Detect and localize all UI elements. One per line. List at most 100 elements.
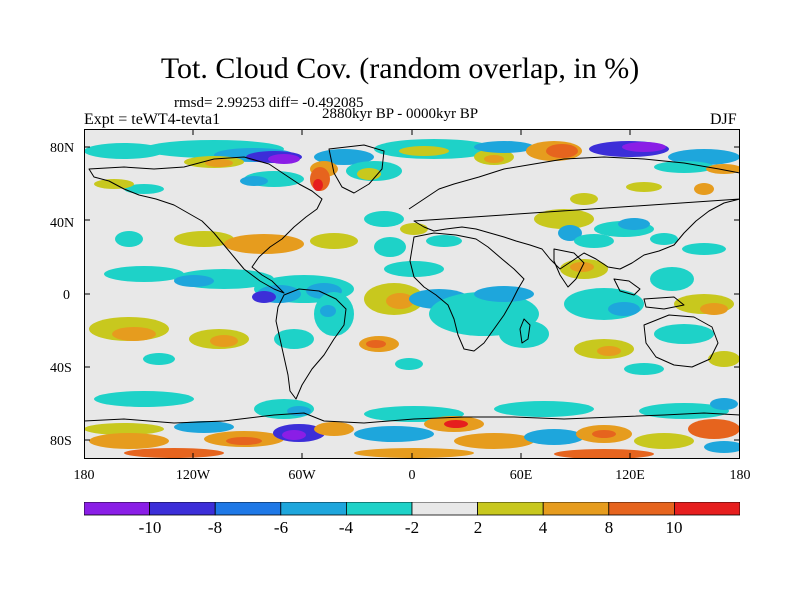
lat-label-40n: 40N <box>50 216 75 231</box>
anomaly-region <box>313 179 323 191</box>
anomaly-region <box>205 159 233 167</box>
season-label: DJF <box>710 111 737 128</box>
anomaly-region <box>112 327 156 341</box>
anomaly-region <box>310 233 358 249</box>
colorbar-label: -2 <box>404 518 420 537</box>
anomaly-region <box>104 266 184 282</box>
map-title: Tot. Cloud Cov. (random overlap, in %) <box>160 52 640 85</box>
anomaly-region <box>704 441 740 453</box>
lon-label-60e: 60E <box>509 468 533 483</box>
anomaly-region <box>400 223 428 235</box>
anomaly-region <box>710 398 738 410</box>
lon-label-120e: 120E <box>615 468 645 483</box>
anomaly-region <box>399 146 449 156</box>
eurasia-coast <box>408 156 740 270</box>
anomaly-region <box>354 448 474 458</box>
anomaly-region <box>226 437 262 445</box>
lat-label-40s: 40S <box>50 361 72 376</box>
anomaly-region <box>240 176 268 186</box>
anomaly-region <box>444 420 468 428</box>
colorbar-label: 10 <box>665 518 683 537</box>
anomaly-region <box>364 211 404 227</box>
anomaly-region <box>682 243 726 255</box>
anomaly-region <box>426 235 462 247</box>
anomaly-region <box>354 426 434 442</box>
indonesia-coast <box>613 278 685 310</box>
anomaly-region <box>484 155 504 163</box>
coastlines <box>84 144 740 424</box>
anomaly-region <box>694 183 714 195</box>
colorbar-box <box>542 502 610 516</box>
anomaly-region <box>174 231 234 247</box>
colorbar-label: -8 <box>207 518 223 537</box>
map-panel <box>84 129 740 459</box>
colorbar-label: -4 <box>338 518 354 537</box>
anomaly-region <box>634 433 694 449</box>
anomaly-region <box>622 142 666 152</box>
anomaly-region <box>174 275 214 287</box>
anomaly-region <box>124 184 164 194</box>
colorbar-box <box>477 502 544 516</box>
colorbar-label: 2 <box>473 518 483 537</box>
colorbar-box <box>411 502 478 516</box>
anomaly-region <box>386 293 414 309</box>
anomaly-region <box>650 233 678 245</box>
anomaly-region <box>89 433 169 449</box>
anomaly-region <box>314 422 354 436</box>
colorbar-label: 8 <box>604 518 614 537</box>
anomaly-region <box>700 303 728 315</box>
madagascar-coast <box>519 318 531 344</box>
anomaly-region <box>524 429 584 445</box>
anomaly-region <box>115 231 143 247</box>
anomaly-region <box>474 286 534 302</box>
anomaly-region <box>252 291 276 303</box>
colorbar <box>84 502 740 516</box>
anomaly-region <box>320 305 336 317</box>
anomaly-region <box>534 209 594 229</box>
south-america-coast <box>275 288 347 400</box>
experiment-label: Expt = teWT4-tevta1 <box>84 111 221 128</box>
anomaly-region <box>608 302 640 316</box>
anomaly-region <box>626 182 662 192</box>
lat-label-80n: 80N <box>50 141 75 156</box>
australia-coast <box>643 314 719 368</box>
lat-label-80s: 80S <box>50 434 72 449</box>
colorbar-box <box>149 502 216 516</box>
anomaly-region <box>454 433 534 449</box>
colorbar-box <box>214 502 282 516</box>
anomaly-region <box>624 363 664 375</box>
anomaly-region <box>474 141 534 153</box>
anomaly-region <box>210 335 238 347</box>
anomaly-region <box>688 419 740 439</box>
stats-label: rmsd= 2.99253 diff= -0.492085 <box>174 95 364 111</box>
anomaly-region <box>650 267 694 291</box>
anomaly-region <box>499 320 549 348</box>
india-coast <box>553 248 585 288</box>
anomaly-region <box>546 144 578 158</box>
colorbar-label: -6 <box>273 518 289 537</box>
anomaly-region <box>654 324 714 344</box>
colorbar-box <box>608 502 675 516</box>
anomaly-region <box>384 261 444 277</box>
axis-ticks <box>84 129 740 459</box>
colorbar-label: 4 <box>538 518 548 537</box>
anomaly-region <box>618 218 650 230</box>
anomaly-region <box>558 225 582 241</box>
colorbar-box <box>345 502 413 516</box>
colorbar-box <box>674 502 740 516</box>
anomaly-region <box>84 423 164 435</box>
anomaly-region <box>94 391 194 407</box>
anomaly-region <box>84 143 164 159</box>
anomaly-region <box>554 449 654 459</box>
anomaly-region <box>143 353 175 365</box>
anomaly-region <box>395 358 423 370</box>
anomaly-region <box>268 154 300 164</box>
anomaly-region <box>314 149 374 165</box>
lon-label-180e: 180 <box>729 468 751 483</box>
anomaly-region <box>597 346 621 356</box>
colorbar-label: -10 <box>138 518 162 537</box>
anomaly-region <box>274 329 314 349</box>
anomaly-region <box>654 161 714 173</box>
anomaly-region <box>224 234 304 254</box>
anomaly-region <box>494 401 594 417</box>
